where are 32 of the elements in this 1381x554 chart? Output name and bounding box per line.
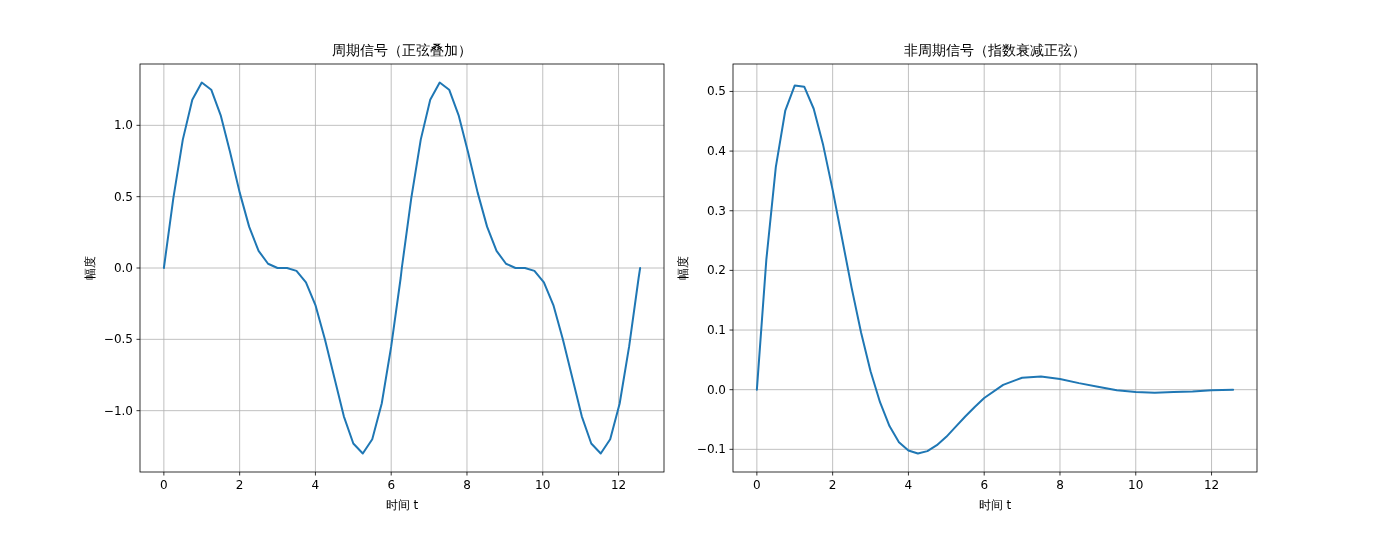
- x-tick-label: 0: [753, 478, 761, 492]
- y-tick-label: −1.0: [103, 403, 133, 418]
- y-tick-label: 0.0: [113, 261, 133, 275]
- y-tick-label: 0.5: [113, 189, 133, 204]
- y-tick-label: 0.2: [706, 263, 726, 278]
- x-tick-label: 8: [1056, 478, 1064, 492]
- y-tick-label: 0.3: [706, 203, 726, 218]
- x-tick-label: 4: [904, 478, 913, 492]
- y-tick-label: 0.1: [706, 323, 726, 338]
- y-tick-label: 0.0: [706, 382, 726, 397]
- y-tick-label: 1.0: [113, 118, 133, 133]
- x-tick-label: 6: [387, 478, 396, 492]
- x-tick-label: 10: [1128, 478, 1144, 492]
- y-tick-label: −0.1: [696, 442, 726, 457]
- chart-title: 周期信号（正弦叠加）: [332, 42, 472, 58]
- x-tick-label: 10: [535, 478, 551, 492]
- x-tick-label: 12: [610, 478, 627, 492]
- y-axis-title: 幅度: [676, 256, 690, 280]
- x-tick-label: 4: [311, 478, 320, 492]
- x-tick-label: 12: [1203, 478, 1220, 492]
- x-tick-label: 8: [463, 478, 471, 492]
- chart-title: 非周期信号（指数衰减正弦）: [904, 42, 1086, 58]
- y-tick-label: 0.4: [706, 144, 726, 159]
- y-axis-title: 幅度: [83, 256, 97, 280]
- x-tick-label: 2: [828, 478, 837, 492]
- x-axis-title: 时间 t: [385, 498, 419, 512]
- y-tick-label: −0.5: [103, 332, 133, 347]
- x-tick-label: 2: [235, 478, 244, 492]
- x-tick-label: 0: [160, 478, 168, 492]
- x-axis-title: 时间 t: [978, 498, 1012, 512]
- x-tick-label: 6: [980, 478, 989, 492]
- y-tick-label: 0.5: [706, 84, 726, 99]
